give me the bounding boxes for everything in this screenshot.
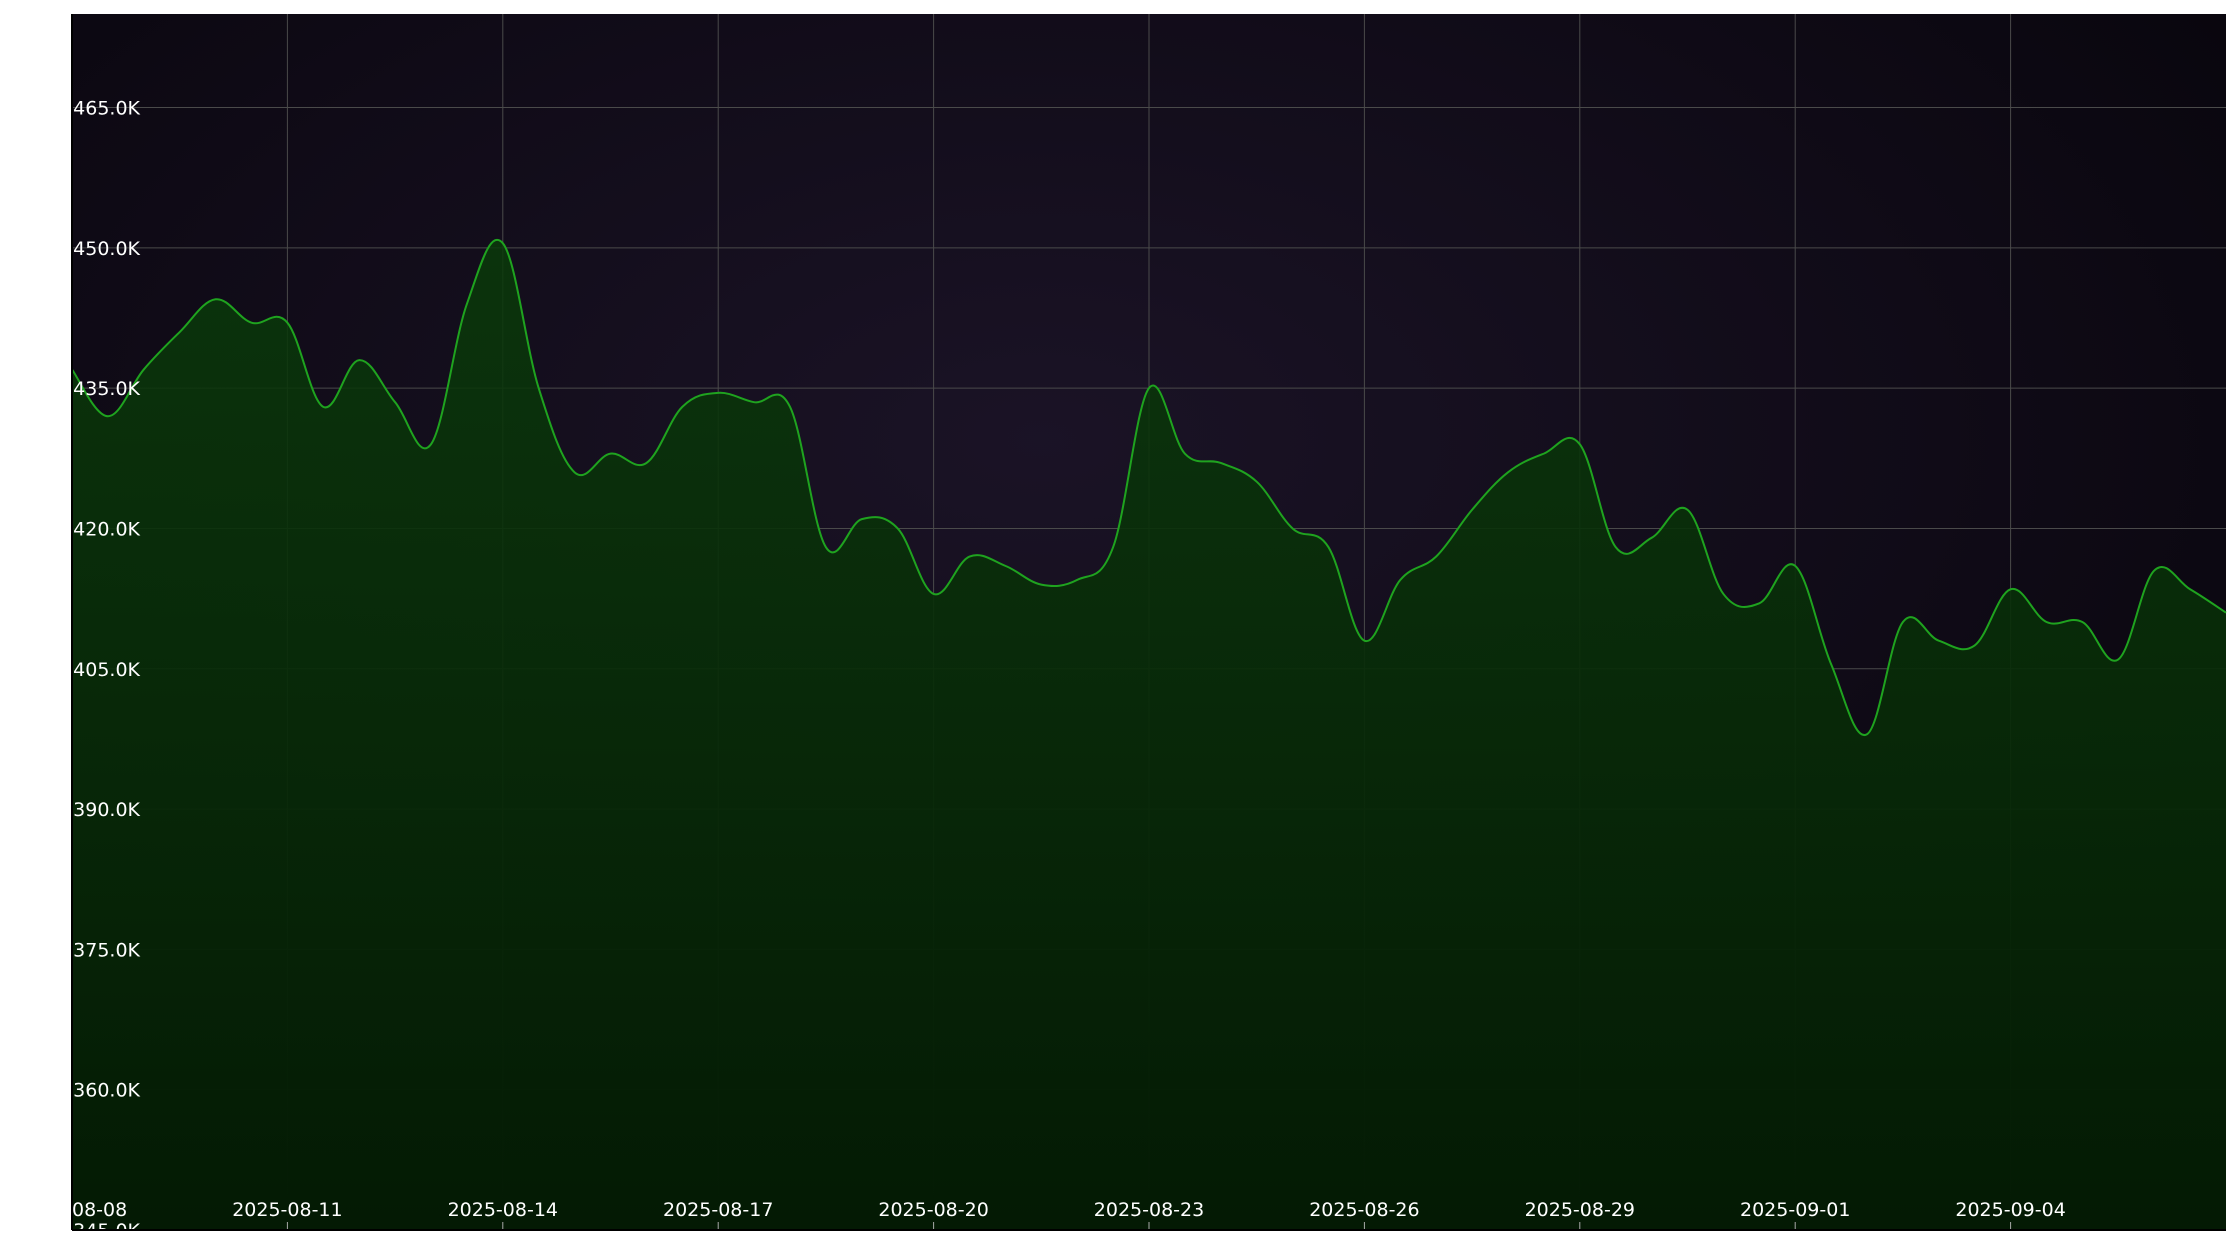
axes: 345.0K 360.0K 375.0K 390.0K 405.0K 420.0K 435.… <box>17 98 2066 1242</box>
y-tick-label: 435.0K <box>73 378 140 400</box>
area-series <box>71 239 2227 1231</box>
series-line <box>71 239 2227 736</box>
x-tick-label: 2025-08-11 <box>232 1199 342 1221</box>
x-tick-label: 2025-08-08 <box>17 1199 127 1221</box>
x-tick-label: 2025-08-14 <box>448 1199 558 1221</box>
y-tick-label: 420.0K <box>73 518 140 540</box>
x-tick-label: 2025-08-17 <box>663 1199 773 1221</box>
x-tick-label: 2025-08-26 <box>1309 1199 1419 1221</box>
x-tick-label: 2025-08-20 <box>878 1199 988 1221</box>
y-tick-label: 450.0K <box>73 238 140 260</box>
x-tick-label: 2025-08-23 <box>1094 1199 1204 1221</box>
series-area-fill <box>72 239 2226 1231</box>
y-tick-label: 405.0K <box>73 659 140 681</box>
y-tick-label: 465.0K <box>73 98 140 120</box>
x-tick-label: 2025-08-29 <box>1525 1199 1635 1221</box>
y-tick-label: 390.0K <box>73 799 140 821</box>
y-tick-label: 345.0K <box>73 1220 140 1242</box>
x-tick-label: 2025-09-01 <box>1740 1199 1850 1221</box>
y-tick-label: 360.0K <box>73 1080 140 1102</box>
y-tick-label: 375.0K <box>73 939 140 961</box>
x-tick-label: 2025-09-04 <box>1955 1199 2065 1221</box>
